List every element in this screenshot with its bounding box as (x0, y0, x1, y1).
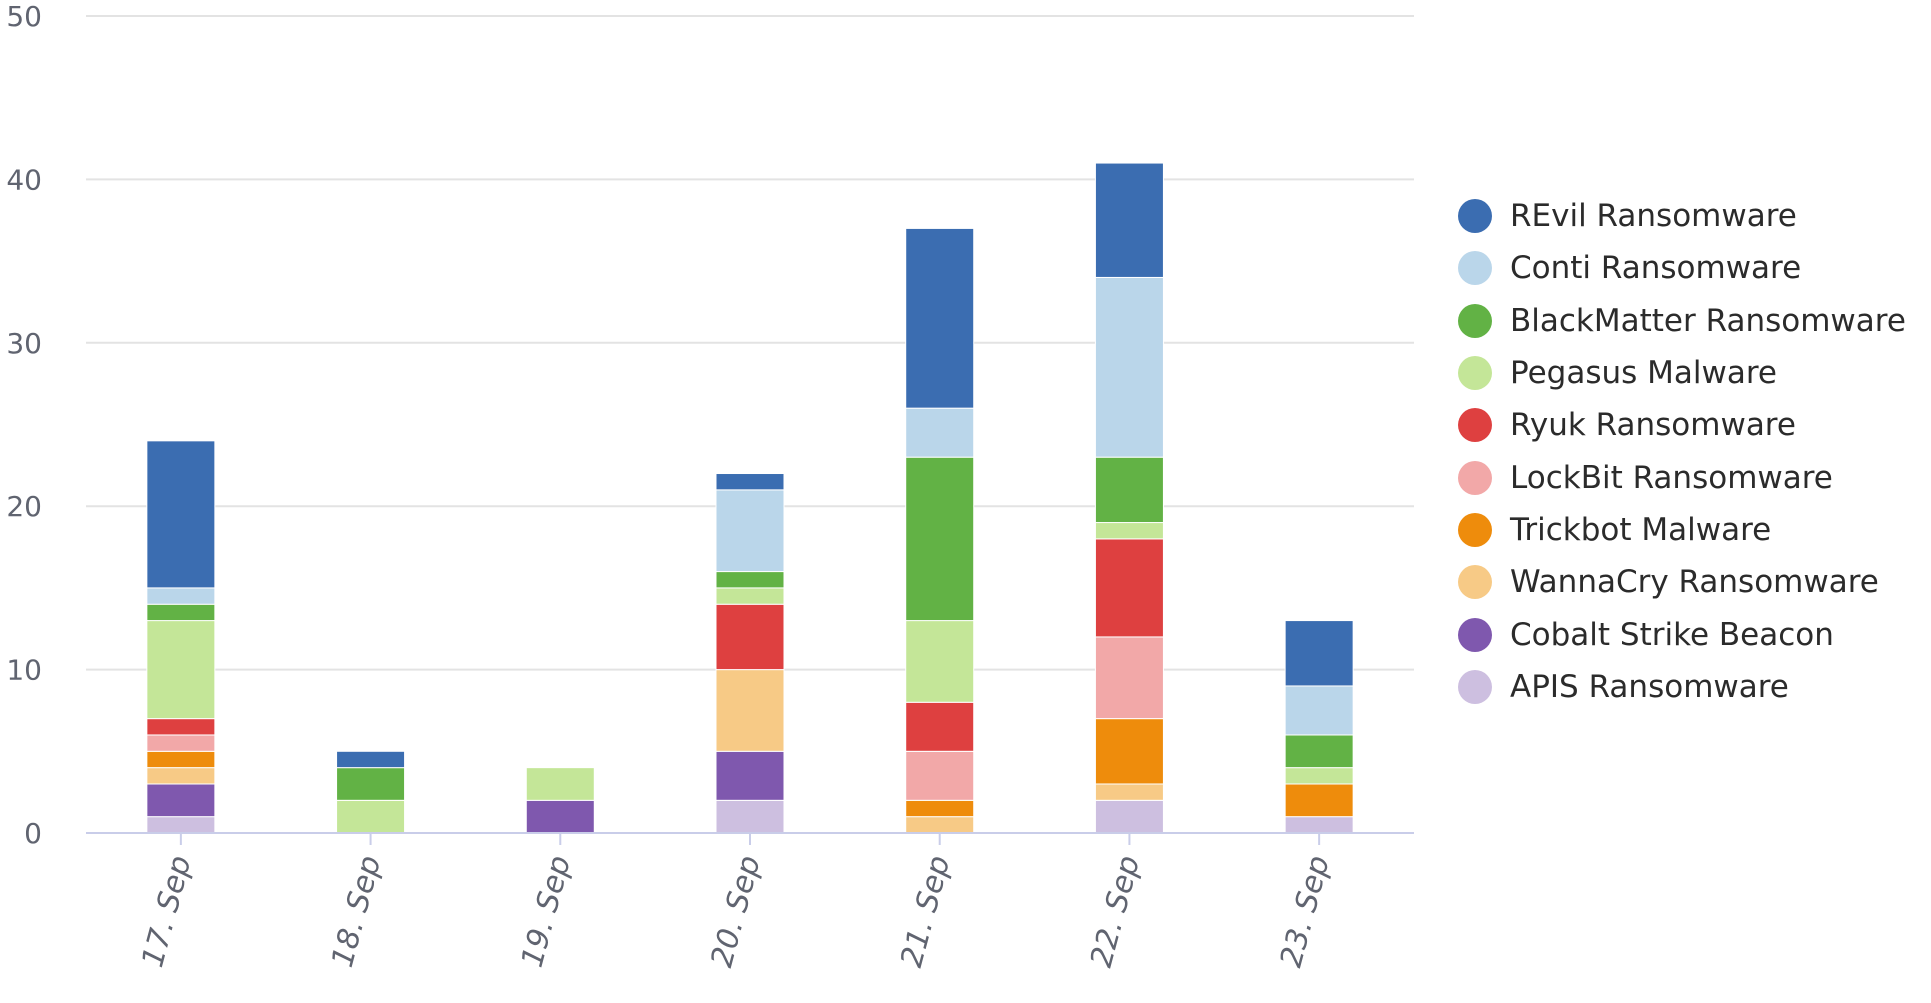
y-tick-label: 0 (24, 817, 42, 850)
bar-segment[interactable] (525, 767, 595, 801)
bar-segment[interactable] (146, 440, 216, 589)
x-tick-label: 20. Sep (704, 852, 767, 971)
legend-label: BlackMatter Ransomware (1510, 302, 1906, 339)
bar-segment[interactable] (146, 734, 216, 752)
x-tick-label: 23. Sep (1274, 852, 1337, 971)
legend-label: Trickbot Malware (1510, 511, 1772, 548)
bar-segment[interactable] (1284, 816, 1354, 834)
bar-segment[interactable] (146, 783, 216, 818)
legend-marker (1458, 460, 1492, 495)
legend-item[interactable]: Trickbot Malware (1458, 504, 1906, 556)
legend-item[interactable]: APIS Ransomware (1458, 661, 1906, 713)
bar-segment[interactable] (715, 799, 785, 834)
legend-item[interactable]: Conti Ransomware (1458, 242, 1906, 294)
legend-item[interactable]: Pegasus Malware (1458, 347, 1906, 399)
legend-item[interactable]: REvil Ransomware (1458, 190, 1906, 242)
legend-item[interactable]: Ryuk Ransomware (1458, 399, 1906, 451)
legend-item[interactable]: WannaCry Ransomware (1458, 556, 1906, 608)
bar-segment[interactable] (146, 767, 216, 785)
legend-label: WannaCry Ransomware (1510, 564, 1879, 601)
bar-segment[interactable] (905, 227, 975, 409)
bars (146, 162, 1354, 834)
y-tick-label: 40 (6, 163, 42, 196)
legend-marker (1458, 408, 1492, 443)
bar-segment[interactable] (336, 750, 406, 769)
bar-segment[interactable] (1284, 734, 1354, 769)
bar-segment[interactable] (336, 767, 406, 801)
x-tick-label: 19. Sep (515, 852, 578, 971)
bar-segment[interactable] (905, 407, 975, 458)
bar-segment[interactable] (1284, 767, 1354, 785)
legend-marker (1458, 512, 1492, 547)
legend-label: REvil Ransomware (1510, 198, 1797, 235)
bar-segment[interactable] (1094, 276, 1164, 458)
bar-segment[interactable] (905, 620, 975, 703)
bar-segment[interactable] (1094, 783, 1164, 801)
legend-item[interactable]: Cobalt Strike Beacon (1458, 608, 1906, 660)
legend-marker (1458, 356, 1492, 391)
bar-segment[interactable] (146, 750, 216, 769)
legend-marker (1458, 251, 1492, 286)
y-tick-label: 50 (6, 0, 42, 33)
bar-segment[interactable] (525, 799, 595, 834)
bar-segment[interactable] (1094, 636, 1164, 720)
bar-segment[interactable] (905, 750, 975, 801)
legend-label: Conti Ransomware (1510, 250, 1802, 287)
legend-item[interactable]: BlackMatter Ransomware (1458, 295, 1906, 347)
bar-segment[interactable] (1284, 620, 1354, 687)
legend-label: APIS Ransomware (1510, 668, 1789, 705)
legend-item[interactable]: LockBit Ransomware (1458, 451, 1906, 503)
x-axis-ticks: 17. Sep 18. Sep 19. Sep 20. Sep 21. Sep 22. S… (135, 833, 1337, 971)
legend-label: Pegasus Malware (1510, 355, 1777, 392)
y-axis-ticks: 0 10 20 30 40 50 (6, 0, 42, 850)
bar-segment[interactable] (715, 603, 785, 671)
legend-label: LockBit Ransomware (1510, 459, 1833, 496)
x-tick-label: 18. Sep (325, 852, 388, 971)
y-tick-label: 10 (6, 654, 42, 687)
legend: REvil Ransomware Conti Ransomware BlackMat… (1458, 190, 1906, 713)
bar-segment[interactable] (715, 750, 785, 801)
bar-segment[interactable] (905, 456, 975, 622)
bar-segment[interactable] (715, 489, 785, 573)
bar-segment[interactable] (1094, 538, 1164, 638)
bar-segment[interactable] (1094, 522, 1164, 540)
legend-marker (1458, 565, 1492, 600)
bar-segment[interactable] (905, 816, 975, 834)
legend-label: Ryuk Ransomware (1510, 407, 1796, 444)
x-tick-label: 17. Sep (135, 852, 198, 971)
legend-label: Cobalt Strike Beacon (1510, 616, 1834, 653)
legend-marker (1458, 303, 1492, 338)
bar-segment[interactable] (715, 669, 785, 752)
legend-marker (1458, 617, 1492, 652)
bar-segment[interactable] (146, 603, 216, 622)
bar-segment[interactable] (905, 701, 975, 752)
x-tick-label: 22. Sep (1084, 852, 1147, 971)
bar-segment[interactable] (905, 799, 975, 818)
bar-segment[interactable] (146, 620, 216, 720)
bar-segment[interactable] (146, 587, 216, 605)
bar-segment[interactable] (715, 571, 785, 589)
bar-segment[interactable] (1094, 718, 1164, 785)
grid-lines (86, 15, 1414, 671)
bar-segment[interactable] (1094, 162, 1164, 278)
bar-segment[interactable] (715, 587, 785, 605)
bar-segment[interactable] (1284, 685, 1354, 736)
legend-marker (1458, 669, 1492, 704)
bar-segment[interactable] (336, 799, 406, 834)
bar-segment[interactable] (146, 718, 216, 736)
legend-marker (1458, 199, 1492, 234)
bar-segment[interactable] (1094, 456, 1164, 524)
bar-segment[interactable] (146, 816, 216, 834)
bar-segment[interactable] (715, 473, 785, 491)
y-tick-label: 20 (6, 490, 42, 523)
y-tick-label: 30 (6, 327, 42, 360)
x-tick-label: 21. Sep (894, 852, 957, 971)
bar-segment[interactable] (1094, 799, 1164, 834)
bar-segment[interactable] (1284, 783, 1354, 818)
